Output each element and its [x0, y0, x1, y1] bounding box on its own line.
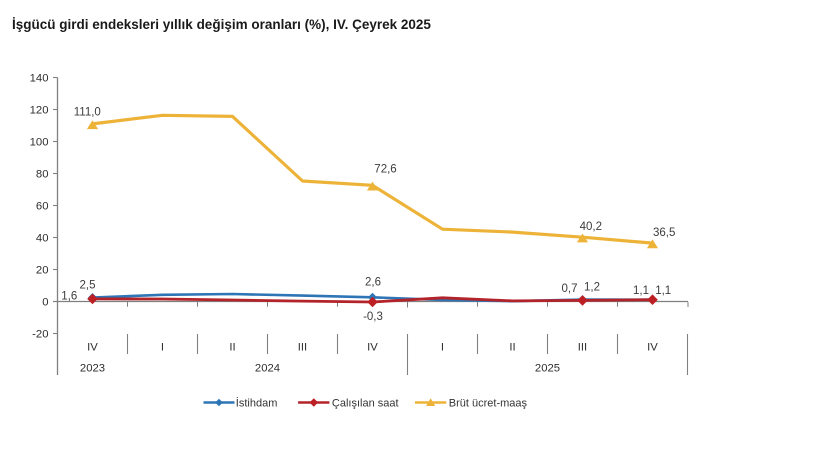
svg-text:III: III — [578, 342, 587, 354]
svg-text:2025: 2025 — [535, 362, 560, 374]
svg-text:72,6: 72,6 — [374, 164, 396, 176]
svg-text:120: 120 — [30, 105, 49, 117]
svg-text:0,7: 0,7 — [562, 283, 578, 295]
svg-text:20: 20 — [36, 265, 49, 277]
svg-text:36,5: 36,5 — [653, 227, 675, 239]
svg-text:140: 140 — [30, 73, 49, 85]
svg-text:1,6: 1,6 — [61, 290, 77, 302]
svg-text:40: 40 — [36, 233, 49, 245]
svg-text:IV: IV — [647, 342, 658, 354]
svg-text:Çalışılan saat: Çalışılan saat — [332, 397, 399, 409]
svg-text:İstihdam: İstihdam — [236, 396, 278, 409]
svg-text:İşgücü girdi endeksleri yıllık: İşgücü girdi endeksleri yıllık değişim o… — [12, 17, 431, 32]
svg-text:I: I — [441, 342, 444, 354]
svg-text:2024: 2024 — [255, 362, 280, 374]
svg-text:III: III — [298, 342, 307, 354]
svg-text:1,1: 1,1 — [633, 285, 649, 297]
svg-text:100: 100 — [30, 137, 49, 149]
svg-text:1,1: 1,1 — [655, 285, 671, 297]
svg-text:II: II — [509, 342, 515, 354]
svg-text:2,6: 2,6 — [365, 276, 381, 288]
svg-text:40,2: 40,2 — [580, 221, 602, 233]
svg-text:80: 80 — [36, 169, 49, 181]
svg-text:-20: -20 — [32, 329, 48, 341]
svg-text:II: II — [229, 342, 235, 354]
svg-text:2023: 2023 — [80, 362, 105, 374]
svg-text:IV: IV — [367, 342, 378, 354]
svg-text:111,0: 111,0 — [74, 106, 101, 118]
svg-text:1,2: 1,2 — [584, 281, 600, 293]
svg-text:60: 60 — [36, 201, 49, 213]
svg-text:-0,3: -0,3 — [363, 311, 383, 323]
svg-text:I: I — [161, 342, 164, 354]
svg-text:0: 0 — [42, 297, 48, 309]
svg-text:2,5: 2,5 — [80, 279, 96, 291]
svg-text:IV: IV — [87, 342, 98, 354]
svg-text:Brüt ücret-maaş: Brüt ücret-maaş — [449, 397, 528, 409]
